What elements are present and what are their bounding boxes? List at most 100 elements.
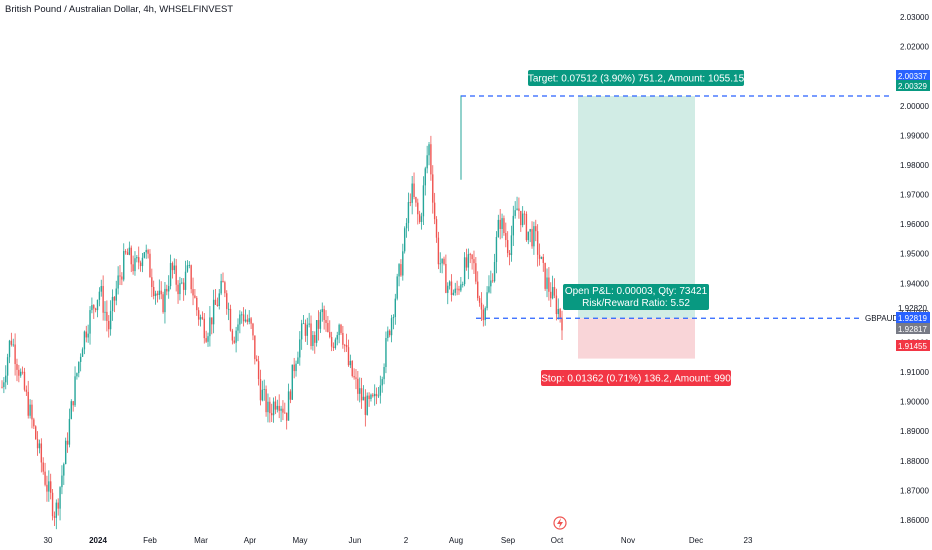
candle-body [374, 393, 376, 397]
candle-body [49, 481, 52, 493]
candle-body [548, 277, 550, 292]
candle-body [521, 213, 524, 226]
candle-body [420, 216, 423, 222]
candle-body [38, 443, 41, 449]
candle-body [535, 226, 537, 232]
x-tick-label: Mar [194, 536, 208, 545]
candle-body [435, 219, 438, 238]
candle-body [233, 340, 235, 343]
candle-body [353, 376, 355, 378]
candle-body [482, 309, 485, 321]
candle-body [79, 356, 82, 362]
candle-body [72, 401, 74, 406]
candle-body [220, 280, 222, 294]
price-lines: GBPAUD [461, 95, 898, 323]
candle-body [291, 364, 294, 400]
candle-body [542, 256, 544, 263]
y-tick-label: 1.90000 [900, 398, 929, 407]
candle-body [387, 330, 389, 339]
y-tick-label: 1.98000 [900, 161, 929, 170]
candle-body [407, 202, 410, 224]
candle-body [3, 382, 5, 388]
candle-body [64, 440, 67, 465]
candle-body [134, 258, 136, 272]
candle-body [171, 263, 174, 271]
candle-body [126, 252, 129, 255]
candle-body [510, 235, 513, 256]
candle-body [18, 369, 20, 376]
candle-body [111, 296, 114, 312]
candle-body [68, 418, 71, 445]
candle-body [506, 240, 509, 254]
target-zone [578, 96, 695, 319]
candle-body [330, 337, 333, 347]
candle-body [480, 302, 483, 310]
y-tick-label: 1.95000 [900, 250, 929, 259]
candle-body [1, 386, 3, 388]
candle-body [555, 295, 558, 315]
candle-body [70, 401, 72, 419]
candle-body [23, 371, 26, 390]
candle-body [109, 311, 112, 330]
candle-body [550, 291, 552, 299]
candle-body [74, 376, 76, 406]
candle-body [428, 144, 430, 156]
candle-body [364, 396, 367, 415]
candle-body [115, 288, 117, 301]
stop-label-text: Stop: 0.01362 (0.71%) 136.2, Amount: 990 [541, 374, 731, 385]
candle-body [561, 317, 563, 331]
candle-body [27, 391, 29, 416]
candle-body [492, 280, 494, 282]
y-tick-label: 2.00000 [900, 102, 929, 111]
candle-body [299, 339, 301, 358]
price-tag [896, 80, 930, 91]
candle-body [35, 426, 37, 440]
y-tick-label: 1.87000 [900, 486, 929, 495]
candle-body [477, 281, 479, 299]
candle-body [329, 331, 331, 338]
x-tick-label: Feb [143, 536, 157, 545]
candle-body [212, 299, 215, 325]
candle-body [248, 318, 250, 322]
candle-body [199, 317, 202, 320]
candle-body [400, 264, 402, 276]
candle-body [102, 286, 104, 313]
candle-body [508, 253, 511, 256]
y-tick-label: 1.97000 [900, 191, 929, 200]
candle-body [57, 502, 59, 509]
candle-body [33, 419, 35, 427]
candle-body [381, 379, 383, 386]
candle-body [104, 311, 106, 313]
candle-body [462, 284, 464, 285]
candle-body [207, 336, 209, 342]
candle-body [375, 393, 378, 397]
candle-body [20, 371, 22, 376]
candle-body [203, 318, 205, 339]
candle-body [536, 231, 539, 255]
candle-body [411, 183, 413, 203]
candle-body [405, 223, 408, 229]
candle-body [177, 284, 179, 295]
candle-body [417, 202, 419, 215]
candle-body [377, 395, 380, 397]
candle-body [355, 377, 357, 379]
risk-reward-text: Risk/Reward Ratio: 5.52 [582, 298, 690, 309]
candle-body [463, 257, 466, 285]
candle-body [280, 408, 282, 411]
candle-body [226, 293, 228, 309]
candle-body [175, 265, 177, 285]
candles [1, 95, 563, 530]
candle-body [390, 318, 393, 336]
candle-body [106, 311, 108, 321]
price-tag [896, 70, 930, 81]
candle-body [368, 395, 370, 400]
candle-body [310, 323, 312, 346]
candle-body [113, 296, 116, 301]
candle-body [497, 219, 500, 237]
candle-body [432, 174, 434, 203]
y-tick-label: 1.88000 [900, 457, 929, 466]
candle-body [145, 250, 147, 253]
price-tag-label: 1.91455 [898, 342, 927, 351]
candle-body [128, 247, 131, 255]
